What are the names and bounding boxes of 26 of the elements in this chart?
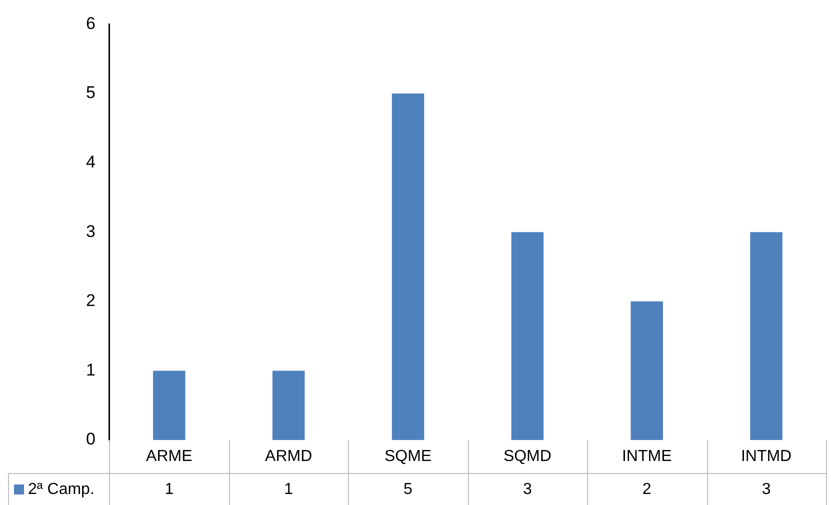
- bar: [511, 232, 544, 440]
- bar: [392, 94, 424, 440]
- x-tick-label: INTMD: [740, 448, 792, 465]
- y-tick-label: 0: [86, 430, 96, 449]
- y-tick-label: 4: [86, 152, 96, 172]
- y-tick-label: 3: [86, 222, 96, 241]
- data-label: 5: [404, 480, 413, 498]
- data-label: 3: [522, 480, 532, 498]
- x-tick-label: ARME: [146, 448, 192, 465]
- y-tick-label: 5: [86, 83, 96, 102]
- bar: [153, 370, 186, 440]
- y-tick-label: 6: [86, 14, 96, 33]
- x-tick-label: INTME: [622, 448, 672, 465]
- legend-label: 2ª Camp.: [28, 480, 94, 498]
- y-tick-label: 2: [86, 291, 96, 310]
- bar: [272, 370, 305, 440]
- x-tick-label: SQMD: [503, 448, 552, 465]
- data-label: 1: [284, 480, 294, 498]
- data-label: 1: [164, 480, 174, 498]
- x-tick-label: SQME: [384, 448, 432, 465]
- y-tick-label: 1: [86, 360, 96, 380]
- bar: [750, 232, 782, 440]
- bar: [630, 301, 663, 440]
- data-label: 3: [762, 480, 771, 498]
- x-tick-label: ARMD: [265, 448, 312, 465]
- data-label: 2: [642, 480, 652, 498]
